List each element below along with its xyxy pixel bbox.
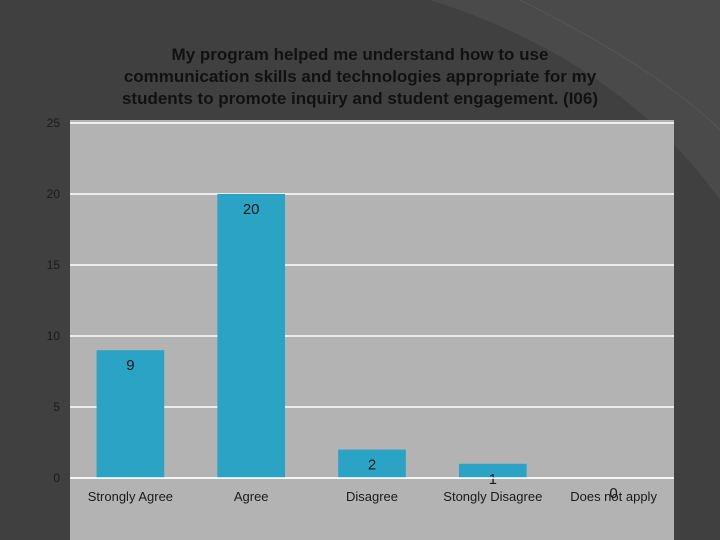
x-tick-label: Strongly Agree [88,489,173,504]
bar [96,350,165,478]
y-tick-label: 25 [47,116,61,130]
chart-title-line: My program helped me understand how to u… [171,45,549,64]
chart-title-line: communication skills and technologies ap… [123,67,597,86]
x-tick-label: Stongly Disagree [443,489,542,504]
data-label: 2 [368,457,376,474]
x-tick-label: Disagree [346,489,398,504]
bar [338,449,406,478]
chart-title-line: students to promote inquiry and student … [121,89,599,108]
data-label: 0 [609,485,617,502]
bar [217,194,286,478]
chart-title: My program helped me understand how to u… [70,44,650,110]
y-tick-label: 15 [47,258,61,272]
y-tick-label: 0 [53,471,60,485]
x-tick-label: Agree [234,489,269,504]
data-label: 20 [243,201,260,218]
data-label: 9 [126,357,134,374]
y-tick-label: 5 [53,400,60,414]
x-tick-label: Does not apply [570,489,657,504]
y-tick-label: 10 [47,329,61,343]
y-tick-label: 20 [47,187,61,201]
data-label: 1 [489,471,497,488]
bar [458,463,527,478]
